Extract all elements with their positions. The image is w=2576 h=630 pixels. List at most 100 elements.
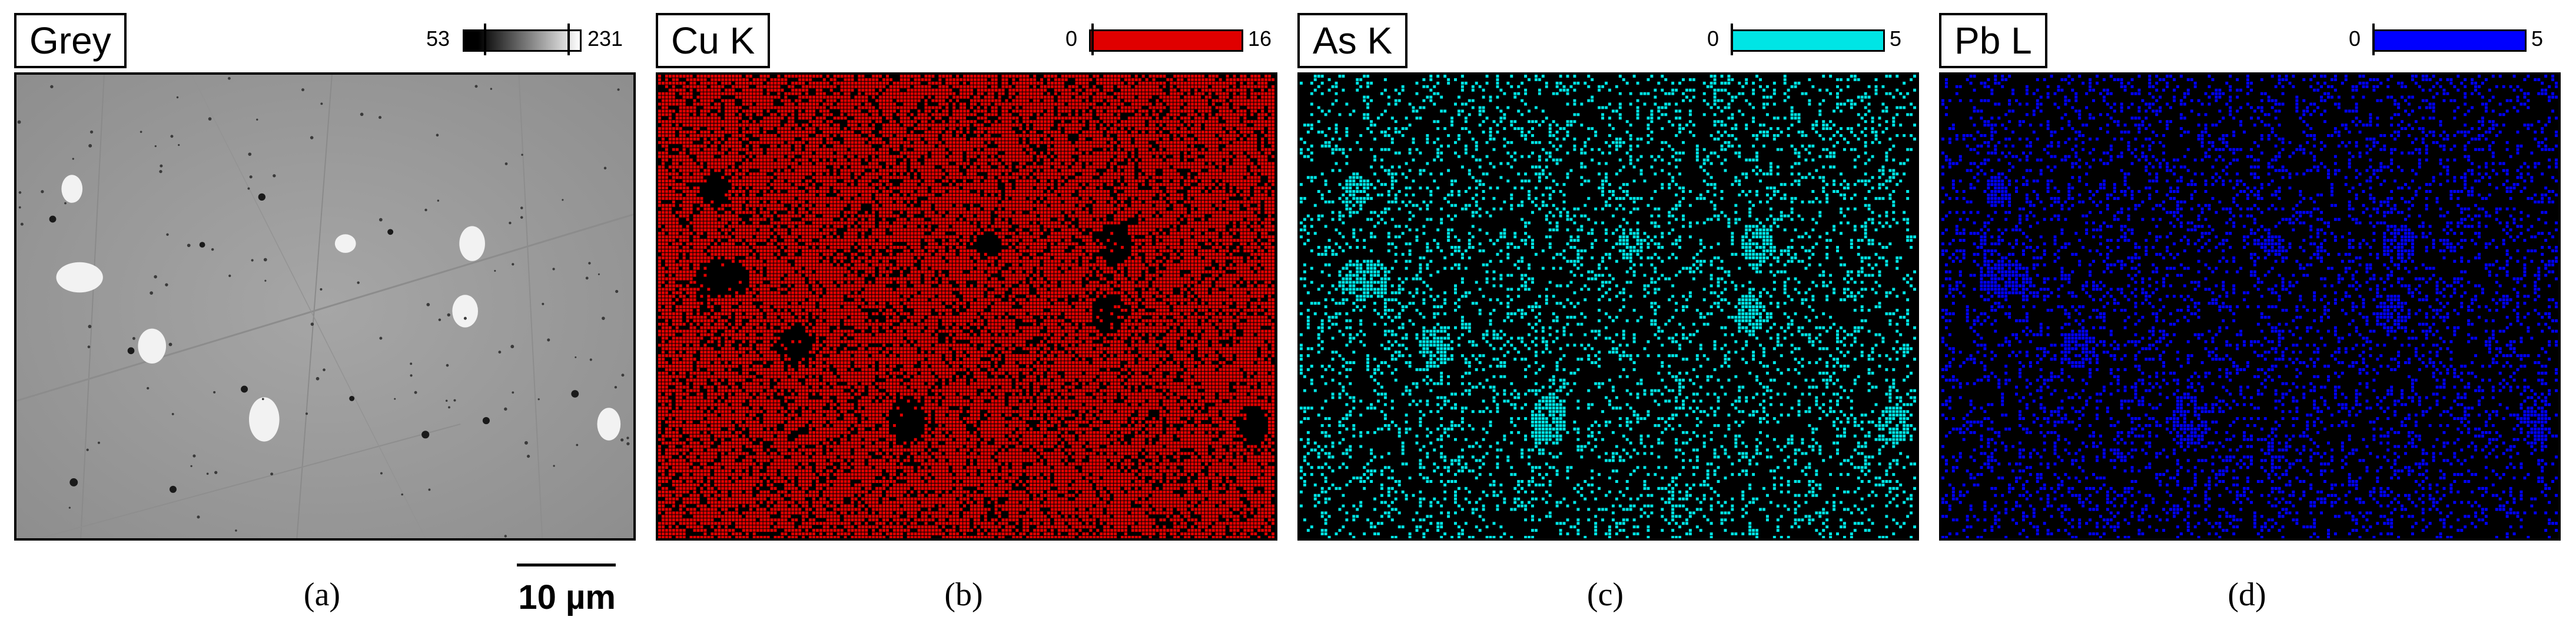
pore	[64, 202, 67, 205]
panel-title: Pb L	[1939, 13, 2047, 68]
pore	[192, 454, 196, 458]
pore	[320, 288, 323, 291]
pore	[490, 88, 493, 90]
particle	[452, 295, 479, 328]
pore	[447, 313, 450, 316]
pore	[553, 465, 555, 467]
element-counts	[1941, 75, 2558, 538]
pore	[159, 169, 162, 174]
pore	[316, 376, 320, 381]
pore	[310, 136, 314, 139]
pore	[68, 506, 71, 509]
pore	[614, 386, 618, 389]
pore	[248, 152, 252, 156]
pore	[602, 316, 605, 320]
sem-image	[14, 72, 636, 541]
scale-bar-label: 10 µm	[1801, 578, 1899, 616]
particle	[334, 234, 356, 253]
colorbar-min-label: 53	[426, 26, 450, 51]
pore	[97, 441, 101, 444]
pore	[170, 135, 174, 138]
pore	[160, 164, 163, 168]
pore	[213, 391, 216, 394]
pore	[165, 283, 168, 286]
pore	[575, 356, 577, 358]
scale-bar-line	[1158, 564, 1257, 566]
pore	[247, 187, 250, 190]
element-map	[1939, 72, 2561, 541]
pore	[168, 342, 172, 346]
pore	[394, 398, 396, 400]
pore	[585, 276, 589, 280]
pore	[206, 472, 209, 475]
sem-image-texture	[16, 75, 633, 538]
scale-bar-line	[517, 564, 616, 566]
pore	[140, 131, 142, 133]
pore	[349, 395, 355, 401]
pore	[448, 406, 450, 409]
colorbar-max-label: 5	[2531, 26, 2544, 51]
pore	[379, 336, 383, 340]
particle	[56, 262, 103, 293]
pore	[562, 199, 564, 201]
pore	[87, 345, 91, 349]
pore	[537, 398, 540, 401]
pore	[620, 438, 624, 442]
pore	[542, 302, 545, 305]
pore	[504, 407, 507, 411]
pore	[379, 218, 383, 222]
pore	[127, 347, 135, 355]
pore	[436, 134, 439, 137]
colorbar-tick	[1731, 24, 1733, 55]
element-map-dots	[1300, 75, 1917, 538]
pore	[235, 529, 237, 532]
pore	[171, 412, 174, 415]
pore	[320, 102, 323, 105]
pore	[482, 416, 490, 425]
pore	[176, 96, 179, 99]
colorbar-min-label: 0	[1065, 26, 1078, 51]
pore	[199, 242, 205, 248]
pore	[445, 399, 448, 402]
pore	[50, 85, 54, 89]
pore	[512, 263, 514, 266]
pore	[249, 175, 253, 179]
pore	[498, 351, 502, 354]
pore	[387, 229, 394, 235]
pore	[401, 493, 403, 496]
pore	[463, 316, 467, 320]
pore	[208, 117, 212, 121]
pore	[89, 130, 94, 134]
pore	[301, 88, 305, 92]
pore	[520, 206, 523, 209]
panel-title: Grey	[14, 13, 127, 68]
colorbar	[2372, 29, 2527, 52]
pore	[197, 515, 200, 519]
pore	[41, 190, 44, 194]
pore	[474, 85, 478, 88]
pore	[132, 336, 135, 340]
panel-caption: (a)	[303, 576, 341, 613]
particle	[248, 397, 280, 442]
element-map	[656, 72, 1277, 541]
pore	[571, 390, 579, 398]
colorbar-tick	[567, 24, 570, 55]
pore	[228, 274, 231, 277]
pore	[263, 258, 267, 262]
pore	[49, 215, 57, 223]
pore	[18, 191, 22, 194]
pore	[437, 199, 440, 202]
particle	[459, 226, 485, 261]
element-counts	[658, 75, 1275, 538]
pore	[576, 444, 579, 446]
pore	[453, 399, 456, 402]
pore	[69, 478, 78, 486]
scale-bar-line	[1800, 564, 1899, 566]
pore	[379, 116, 382, 119]
element-map	[1297, 72, 1919, 541]
pore	[88, 325, 92, 328]
panel-pb-l: Pb L 0 5 10 µm (d)	[1925, 0, 2561, 630]
colorbar-min-label: 0	[2349, 26, 2361, 51]
pore	[446, 364, 449, 367]
pore	[494, 269, 496, 272]
